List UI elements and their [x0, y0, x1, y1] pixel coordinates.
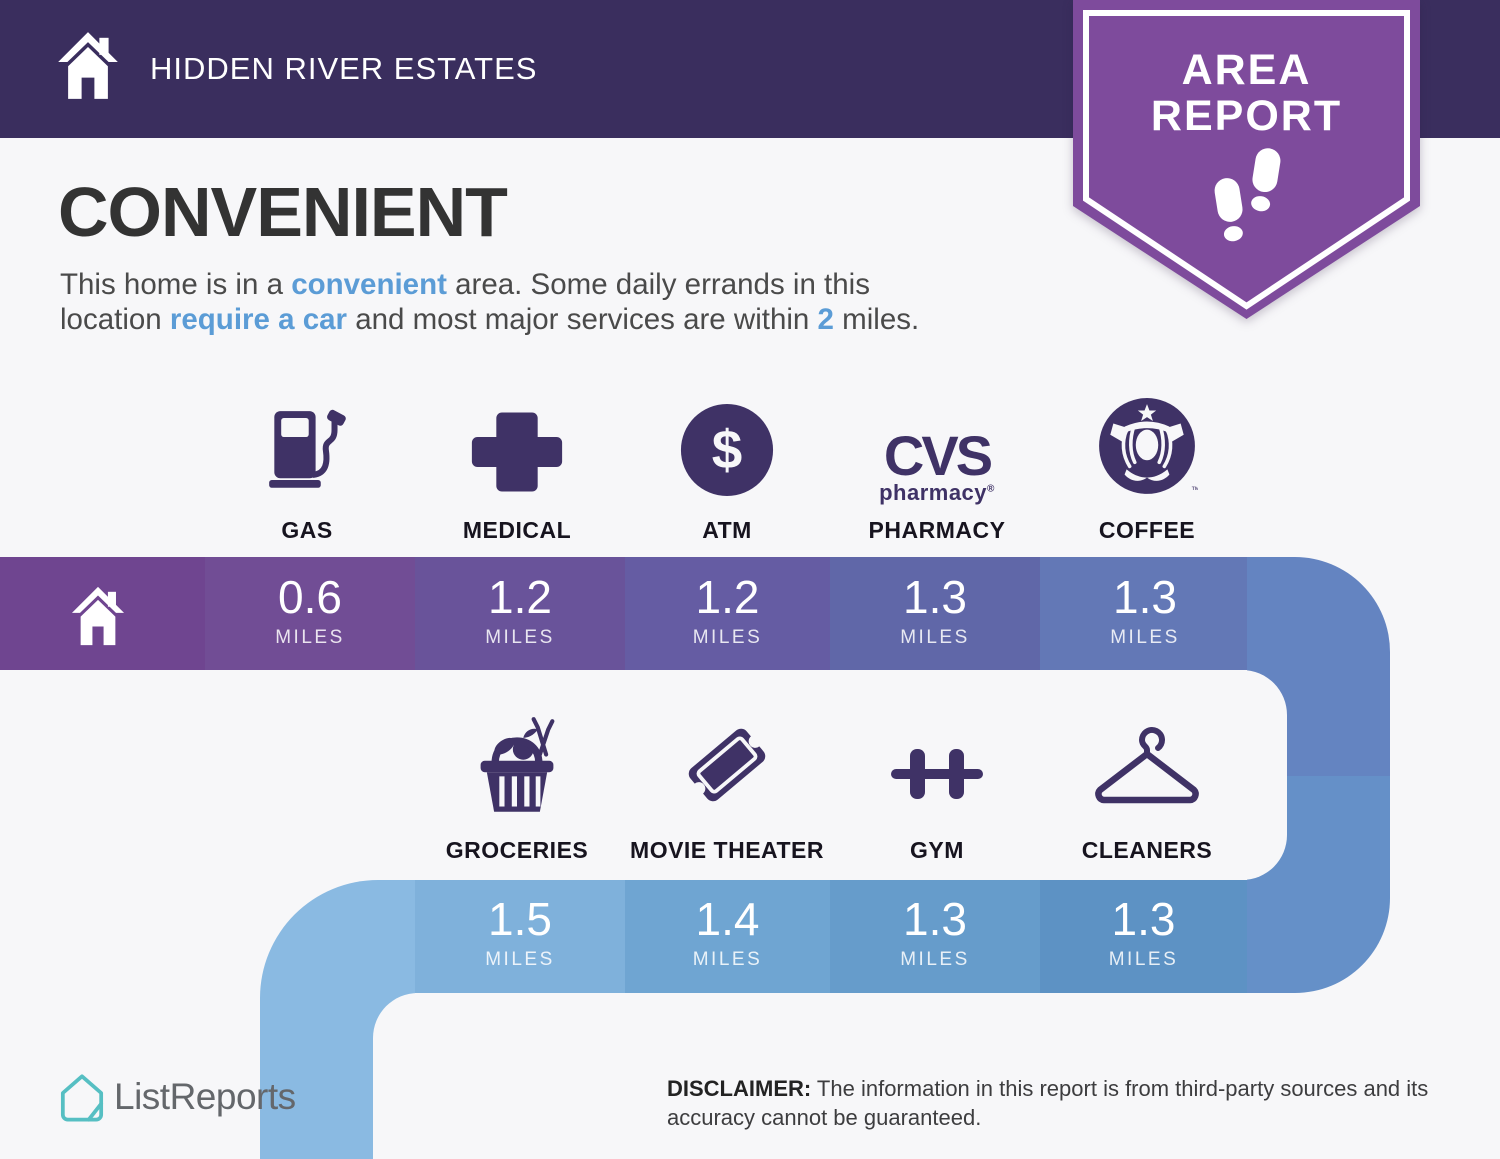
- service-label: GAS: [281, 517, 333, 543]
- bar-cell-groceries: [415, 880, 625, 993]
- footprints-icon: [1201, 148, 1293, 255]
- service-movie-theater: MOVIE THEATER: [622, 708, 832, 864]
- badge-line1: AREA: [1181, 46, 1312, 94]
- distance-gym: 1.3 MILES: [900, 893, 970, 970]
- house-icon: [56, 30, 120, 106]
- distance-movie-theater: 1.4 MILES: [692, 893, 763, 970]
- highlight-convenient: convenient: [291, 268, 447, 301]
- service-label: CLEANERS: [1081, 837, 1213, 863]
- starbucks-siren-icon: ™: [1096, 395, 1200, 504]
- distance-groceries: 1.5 MILES: [485, 893, 555, 970]
- service-label: COFFEE: [1098, 517, 1196, 543]
- service-label: MOVIE THEATER: [630, 837, 824, 863]
- distance-coffee: 1.3 MILES: [1110, 571, 1180, 648]
- highlight-2: 2: [817, 302, 834, 336]
- service-gas: GAS: [202, 396, 412, 544]
- disclaimer-label: DISCLAIMER:: [667, 1076, 812, 1101]
- bar-cell-movie-theater: [625, 880, 830, 993]
- listreports-logo-icon: [57, 1072, 107, 1129]
- hanger-icon: [1090, 723, 1204, 824]
- bar-cell-cleaners: [1040, 880, 1250, 993]
- area-report-badge: AREA REPORT: [1073, 0, 1420, 322]
- distance-gas: 0.6 MILES: [275, 571, 345, 648]
- service-label: ATM: [702, 517, 752, 543]
- atm-dollar-icon: $: [678, 401, 776, 504]
- property-title: HIDDEN RIVER ESTATES: [150, 51, 538, 86]
- lower-white-panel: [373, 993, 1500, 1159]
- service-pharmacy: CVS pharmacy® PHARMACY: [832, 396, 1042, 544]
- service-gym: GYM: [832, 708, 1042, 864]
- svg-text:$: $: [712, 419, 743, 481]
- medical-cross-icon: [470, 405, 564, 504]
- cvs-pharmacy-logo: CVS pharmacy®: [879, 424, 995, 505]
- service-label: MEDICAL: [462, 517, 572, 543]
- bar-cell-atm: [625, 557, 830, 670]
- dumbbell-icon: [885, 729, 989, 824]
- service-label: GYM: [910, 837, 964, 863]
- service-atm: $ ATM: [622, 396, 832, 544]
- page-title: CONVENIENT: [58, 173, 508, 251]
- bar-cell-gym: [830, 880, 1040, 993]
- bar-cell-coffee: [1040, 557, 1250, 670]
- distance-medical: 1.2 MILES: [485, 571, 555, 648]
- bar-cell-gas: [205, 557, 415, 670]
- description: This home is in a convenient area. Some …: [60, 268, 920, 336]
- gas-pump-icon: [264, 399, 350, 504]
- distance-pharmacy: 1.3 MILES: [900, 571, 970, 648]
- service-groceries: GROCERIES: [412, 708, 622, 864]
- highlight-require-a-car: require a car: [169, 302, 347, 336]
- grocery-basket-icon: [465, 715, 569, 824]
- disclaimer: DISCLAIMER: The information in this repo…: [667, 1076, 1429, 1131]
- home-icon: [70, 585, 126, 652]
- service-coffee: ™ COFFEE: [1042, 396, 1252, 544]
- service-medical: MEDICAL: [412, 396, 622, 544]
- service-cleaners: CLEANERS: [1042, 708, 1252, 864]
- distance-cleaners: 1.3 MILES: [1108, 893, 1179, 970]
- service-label: PHARMACY: [868, 517, 1006, 543]
- badge-line2: REPORT: [1150, 92, 1343, 140]
- svg-text:™: ™: [1191, 485, 1198, 495]
- bar-cell-medical: [415, 557, 625, 670]
- service-label: GROCERIES: [445, 837, 589, 863]
- badge-pennant-shape: [1073, 0, 1420, 319]
- distance-atm: 1.2 MILES: [692, 571, 763, 648]
- bar-cell-pharmacy: [830, 557, 1040, 670]
- listreports-brand: ListReports: [114, 1076, 296, 1117]
- movie-ticket-icon: [673, 711, 781, 824]
